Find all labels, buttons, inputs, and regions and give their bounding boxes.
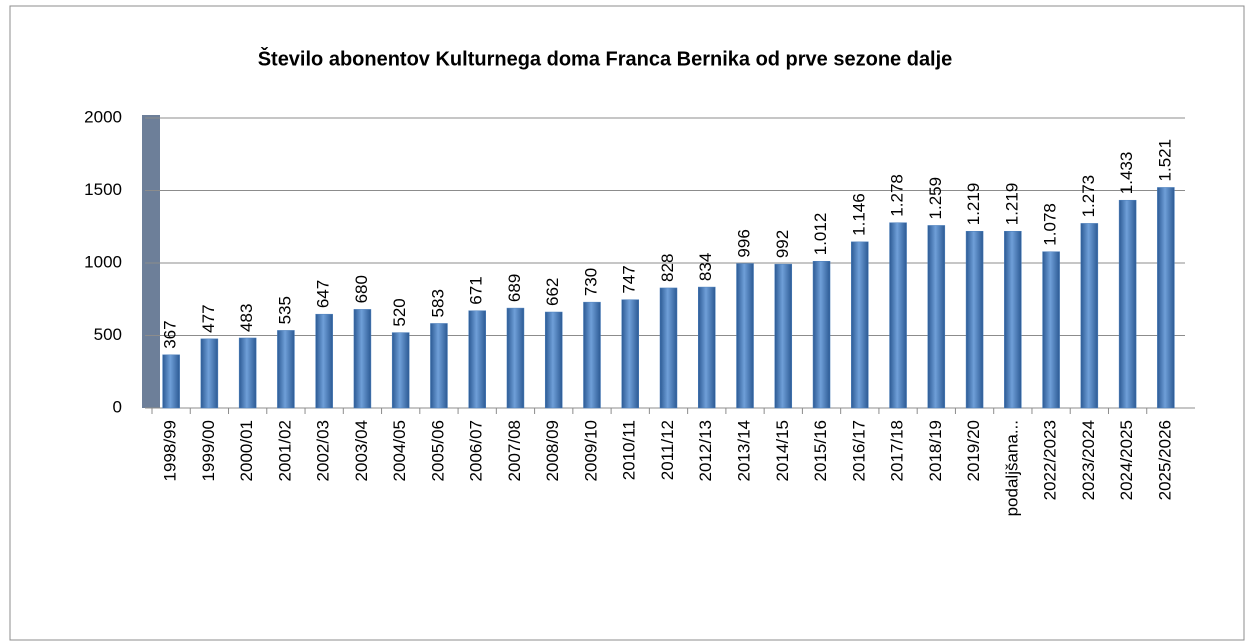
value-label: 671 [467, 276, 486, 304]
bar [736, 263, 754, 409]
value-label: 1.521 [1155, 139, 1174, 182]
bar [774, 263, 793, 409]
bar [659, 287, 678, 409]
x-tick-label: 2012/13 [696, 420, 715, 481]
bar [238, 337, 257, 409]
bar [277, 330, 295, 409]
x-tick-label: 2001/02 [275, 420, 294, 481]
bar [1080, 223, 1099, 409]
bar [583, 301, 601, 409]
value-label: 730 [581, 268, 600, 296]
value-label: 834 [696, 253, 715, 281]
value-label: 535 [275, 296, 294, 324]
value-label: 680 [352, 275, 371, 303]
value-label: 1.278 [888, 174, 907, 217]
bar [1118, 199, 1137, 409]
bar [468, 310, 486, 409]
value-label: 992 [773, 230, 792, 258]
value-label: 1.078 [1041, 203, 1060, 246]
value-label: 647 [314, 280, 333, 308]
x-tick-label: 2013/14 [735, 420, 754, 481]
value-label: 1.146 [849, 193, 868, 236]
x-tick-label: 2010/11 [620, 420, 639, 480]
bar [621, 299, 639, 409]
bar [1157, 187, 1175, 409]
value-label: 367 [161, 320, 180, 348]
chart-title: Število abonentov Kulturnega doma Franca… [258, 46, 953, 70]
y-tick-label: 2000 [84, 107, 122, 126]
x-tick-label: 2011/12 [658, 420, 677, 480]
bar [544, 311, 563, 409]
y-tick-label: 500 [94, 325, 122, 344]
x-tick-label: 2017/18 [888, 420, 907, 481]
x-tick-label: 2019/20 [964, 420, 983, 481]
x-tick-label: 2024/2025 [1117, 420, 1136, 500]
bar [889, 222, 907, 409]
bar [315, 313, 333, 409]
value-label: 1.433 [1117, 152, 1136, 195]
value-label: 1.259 [926, 177, 945, 220]
x-tick-label: 2022/2023 [1041, 420, 1060, 500]
y-tick-label: 1500 [84, 180, 122, 199]
x-tick-label: 1999/00 [199, 420, 218, 481]
bar [162, 354, 180, 409]
x-tick-label: 2003/04 [352, 420, 371, 481]
value-label: 477 [199, 304, 218, 332]
value-label: 689 [505, 274, 524, 302]
bar [200, 338, 219, 409]
back-wall [142, 115, 160, 408]
value-label: 1.273 [1079, 175, 1098, 218]
x-tick-label: 2016/17 [849, 420, 868, 481]
x-tick-label: podaljšana... [1002, 420, 1021, 516]
value-label: 483 [237, 304, 256, 332]
bar [391, 332, 410, 409]
value-label: 662 [543, 278, 562, 306]
x-tick-label: 2009/10 [581, 420, 600, 481]
value-label: 747 [620, 265, 639, 293]
x-tick-label: 2002/03 [314, 420, 333, 481]
bar [1042, 251, 1060, 409]
x-tick-label: 2005/06 [428, 420, 447, 481]
bar [430, 323, 448, 409]
value-label: 996 [735, 229, 754, 257]
x-tick-label: 2018/19 [926, 420, 945, 481]
x-tick-label: 2004/05 [390, 420, 409, 481]
bar [506, 307, 525, 409]
bar [851, 241, 869, 409]
y-tick-label: 1000 [84, 252, 122, 271]
x-tick-label: 2023/2024 [1079, 420, 1098, 500]
value-label: 1.219 [1002, 183, 1021, 226]
value-label: 828 [658, 254, 677, 282]
bar [353, 309, 372, 409]
value-label: 520 [390, 298, 409, 326]
bar [698, 286, 716, 409]
bar [965, 230, 984, 409]
x-tick-label: 2008/09 [543, 420, 562, 481]
x-tick-label: 2000/01 [237, 420, 256, 481]
x-tick-label: 2006/07 [467, 420, 486, 481]
x-tick-label: 2007/08 [505, 420, 524, 481]
bar [812, 261, 831, 409]
x-tick-label: 2025/2026 [1155, 420, 1174, 500]
x-tick-label: 2015/16 [811, 420, 830, 481]
value-label: 583 [428, 289, 447, 317]
y-tick-label: 0 [113, 397, 122, 416]
x-tick-label: 2014/15 [773, 420, 792, 481]
value-label: 1.219 [964, 183, 983, 226]
bar [927, 225, 946, 409]
x-tick-label: 1998/99 [161, 420, 180, 481]
bar [1004, 230, 1022, 409]
value-label: 1.012 [811, 213, 830, 256]
